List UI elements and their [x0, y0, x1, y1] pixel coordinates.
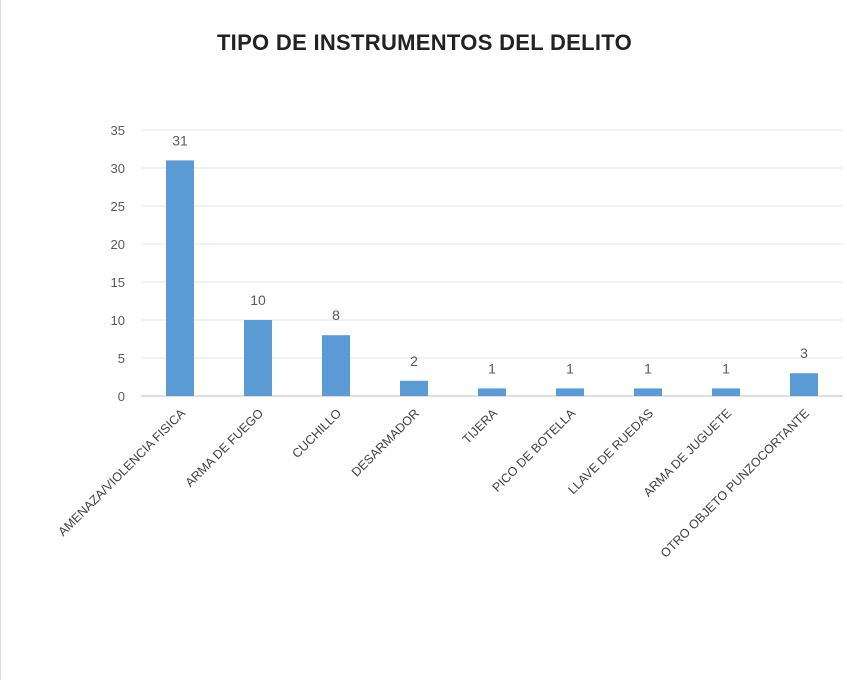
y-tick-label: 35	[111, 123, 125, 138]
y-axis: 0 5 10 15 20 25 30 35	[111, 123, 125, 404]
y-tick-label: 25	[111, 199, 125, 214]
data-label: 2	[410, 353, 418, 369]
bar	[322, 335, 350, 396]
data-label: 10	[250, 292, 266, 308]
bars	[166, 160, 818, 396]
data-label: 8	[332, 307, 340, 323]
x-tick-label: ARMA DE FUEGO	[183, 406, 267, 490]
x-tick-label: LLAVE DE RUEDAS	[565, 406, 656, 497]
x-tick-label: PICO DE BOTELLA	[490, 406, 579, 495]
y-tick-label: 30	[111, 161, 125, 176]
data-labels: 31 10 8 2 1 1 1 1 3	[172, 132, 808, 376]
x-tick-label: DESARMADOR	[349, 406, 422, 479]
y-tick-label: 5	[118, 351, 125, 366]
x-tick-label: AMENAZA/VIOLENCIA FISICA	[55, 406, 188, 539]
bar	[556, 388, 584, 396]
bar	[244, 320, 272, 396]
data-label: 1	[488, 360, 496, 376]
x-tick-label: TIJERA	[460, 406, 501, 447]
bar	[712, 388, 740, 396]
bar	[478, 388, 506, 396]
data-label: 1	[644, 360, 652, 376]
x-tick-label: CUCHILLO	[290, 406, 345, 461]
y-tick-label: 15	[111, 275, 125, 290]
y-tick-label: 0	[118, 389, 125, 404]
chart-title: TIPO DE INSTRUMENTOS DEL DELITO	[216, 30, 633, 55]
x-tick-label: ARMA DE JUGUETE	[641, 406, 734, 499]
data-label: 3	[800, 345, 808, 361]
bar	[634, 388, 662, 396]
x-tick-label: OTRO OBJETO PUNZOCORTANTE	[658, 406, 812, 560]
y-tick-label: 10	[111, 313, 125, 328]
data-label: 1	[566, 360, 574, 376]
data-label: 31	[172, 132, 188, 148]
bar	[790, 373, 818, 396]
y-tick-label: 20	[111, 237, 125, 252]
data-label: 1	[722, 360, 730, 376]
bar	[400, 380, 428, 396]
bar	[166, 160, 194, 396]
